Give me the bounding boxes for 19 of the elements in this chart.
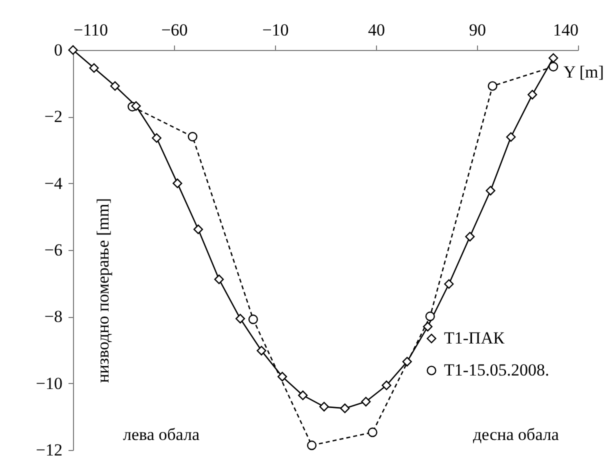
y-tick-label: −4 (44, 174, 63, 193)
legend-label: T1-ПАК (444, 328, 506, 348)
y-tick-label: −6 (44, 240, 62, 260)
y-tick-label: −12 (36, 440, 62, 459)
y-tick-label: −10 (36, 374, 62, 393)
x-tick-label: −110 (74, 20, 108, 40)
annotation: десна обала (473, 425, 560, 444)
x-tick-label: 140 (553, 20, 578, 40)
annotation: лева обала (123, 425, 200, 444)
y-tick-label: −8 (44, 307, 62, 326)
x-tick-label: 40 (368, 20, 385, 40)
y-axis-title: низводно померање [mm] (94, 198, 112, 383)
legend-label: T1-15.05.2008. (444, 360, 550, 380)
x-tick-label: −60 (161, 20, 188, 40)
y-tick-label: 0 (54, 40, 62, 60)
x-tick-label: 90 (469, 20, 486, 40)
y-tick-label: −2 (44, 107, 62, 126)
x-tick-label: −10 (262, 20, 289, 40)
x-axis-title: Y [m] (564, 62, 604, 82)
